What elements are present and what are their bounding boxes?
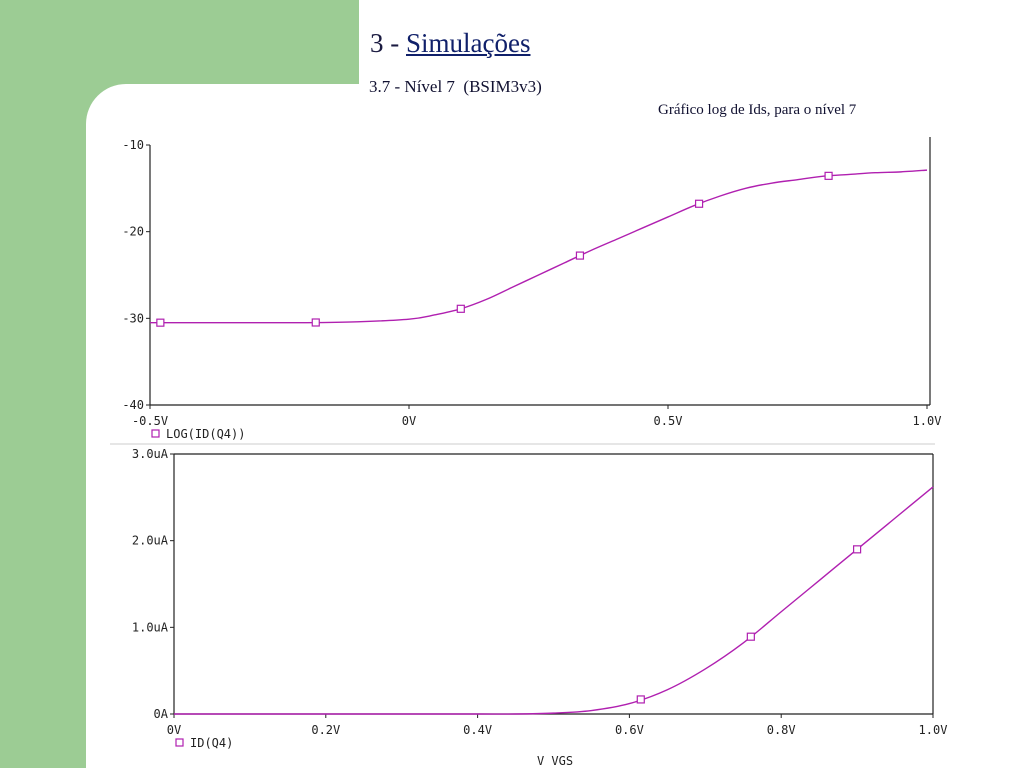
chart2-x-axis-label: V VGS (537, 754, 573, 768)
chart2-legend-label: ID(Q4) (190, 736, 233, 750)
chart1-y-tick-label: -40 (122, 398, 144, 412)
decorative-top-band (86, 0, 359, 84)
chart2-x-tick-label: 0.4V (463, 723, 492, 737)
chart1-data-point (311, 318, 320, 327)
chart2-x-tick-label: 0.8V (767, 723, 796, 737)
chart1-data-point (694, 199, 704, 208)
chart1-x-tick-label: -0.5V (132, 414, 168, 428)
chart1-x-tick-label: 1.0V (913, 414, 942, 428)
chart2-data-point (636, 695, 645, 704)
title-link[interactable]: Simulações (406, 28, 531, 58)
chart2-x-tick-label: 0.6V (615, 723, 644, 737)
chart1-legend-label: LOG(ID(Q4)) (166, 427, 245, 441)
chart2-data-point (746, 632, 755, 641)
chart1-x-tick-label: 0.5V (654, 414, 683, 428)
chart2-data-point (852, 545, 862, 554)
chart1-legend-marker (151, 429, 160, 438)
chart1-y-tick-label: -20 (122, 225, 144, 239)
chart2-y-tick-label: 2.0uA (132, 534, 169, 548)
decorative-left-band (0, 0, 86, 768)
chart-caption: Gráfico log de Ids, para o nível 7 (658, 102, 857, 118)
chart2-x-tick-label: 1.0V (919, 723, 948, 737)
chart1-y-tick-label: -10 (122, 138, 144, 152)
chart2-legend-marker (175, 738, 184, 747)
chart1-data-point (575, 251, 585, 260)
decorative-rounded-corner (86, 84, 166, 164)
slide-title: 3 - Simulações (370, 28, 530, 59)
chart2-series-line (174, 486, 934, 715)
chart1-data-point (824, 171, 833, 180)
chart2-y-tick-label: 3.0uA (132, 447, 169, 461)
chart2-y-tick-label: 0A (154, 707, 169, 721)
chart2-x-tick-label: 0.2V (311, 723, 340, 737)
slide-subtitle: 3.7 - Nível 7 (BSIM3v3) (369, 77, 542, 96)
chart1-y-tick-label: -30 (122, 311, 144, 325)
chart1-series-line (150, 169, 928, 324)
chart2-y-tick-label: 1.0uA (132, 620, 169, 634)
chart1-data-point (156, 318, 165, 327)
chart1-x-tick-label: 0V (402, 414, 416, 428)
title-prefix: 3 - (370, 28, 406, 58)
chart1-data-point (456, 304, 465, 313)
chart2-x-tick-label: 0V (167, 723, 181, 737)
